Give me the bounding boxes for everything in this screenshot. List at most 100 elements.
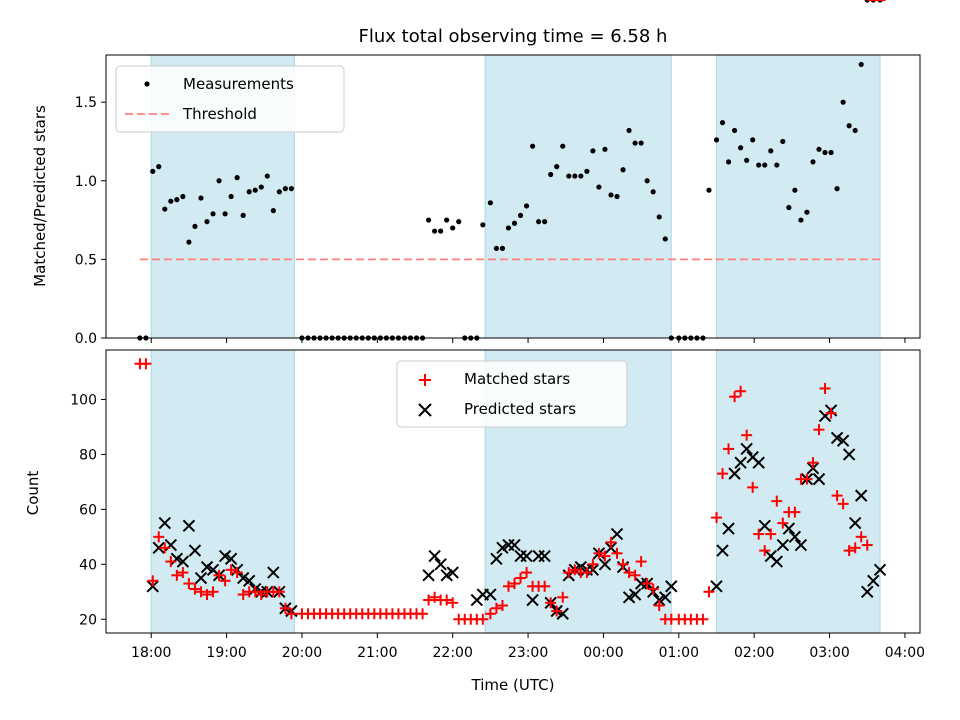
measurement-point	[234, 175, 240, 181]
measurement-point	[578, 173, 584, 179]
ratio-panel: 0.0 0.5 1.0 1.5 Flux total observing time =…	[31, 0, 921, 347]
measurement-point	[222, 211, 228, 217]
measurement-point	[210, 211, 216, 217]
matched-star-point	[697, 613, 709, 625]
measurement-point	[596, 184, 602, 190]
measurement-point	[560, 143, 566, 149]
x-tick-label: 21:00	[357, 645, 397, 661]
predicted-star-point	[218, 549, 232, 563]
measurement-point	[168, 198, 174, 204]
matched-star-point	[741, 429, 753, 441]
predicted-star-point	[830, 431, 844, 445]
matched-star-point	[801, 473, 813, 485]
measurement-point	[511, 220, 518, 226]
predicted-star-point	[842, 448, 856, 461]
predicted-star-point	[782, 522, 796, 535]
measurement-point	[744, 157, 750, 163]
measurement-point	[432, 228, 438, 234]
predicted-star-point	[224, 552, 238, 566]
measurement-point	[608, 192, 614, 198]
predicted-star-point	[598, 558, 612, 571]
measurement-point	[276, 189, 282, 195]
matched-star-point	[635, 556, 647, 568]
count-panel: 20 40 60 80 100 18:00 19:00 20:00 21:00 22:00 23:…	[24, 0, 925, 694]
matched-star-point	[201, 589, 213, 601]
predicted-star-point	[812, 472, 826, 486]
measurement-point	[240, 212, 246, 218]
predicted-star-point	[622, 591, 636, 604]
matched-star-point	[647, 583, 659, 595]
matched-star-point	[273, 586, 285, 598]
matched-star-point	[521, 567, 533, 579]
matched-star-point	[855, 531, 867, 543]
predicted-star-point	[242, 574, 256, 588]
matched-star-point	[429, 591, 441, 603]
measurement-point	[174, 197, 180, 203]
measurement-point	[786, 204, 792, 211]
measurement-point	[264, 173, 270, 179]
x-axis-label: Time (UTC)	[471, 676, 555, 694]
measurement-point	[554, 164, 560, 170]
measurement-point	[572, 173, 578, 179]
measurement-point	[822, 149, 828, 156]
top-y-axis-label: Matched/Predicted stars	[31, 105, 49, 287]
measurement-point	[846, 123, 852, 129]
y-tick-label: 100	[70, 392, 97, 408]
matched-star-point	[147, 575, 159, 587]
matched-star-point	[807, 457, 819, 469]
matched-star-point	[825, 407, 837, 419]
matched-star-point	[717, 468, 729, 480]
predicted-star-point	[610, 527, 624, 541]
matched-star-point	[502, 580, 514, 592]
measurement-point	[162, 206, 168, 212]
measurement-point	[450, 225, 456, 231]
measurement-point	[523, 203, 530, 209]
measurement-point	[505, 225, 512, 231]
measurement-point	[614, 193, 620, 200]
measurement-point	[762, 162, 768, 168]
bottom-x-ticks: 18:00 19:00 20:00 21:00 22:00 23:00 00:00 01:00…	[131, 633, 925, 661]
measurement-point	[156, 164, 162, 170]
measurement-point	[792, 187, 798, 193]
bottom-observing-windows	[150, 349, 881, 634]
matched-star-point	[819, 382, 831, 394]
matched-star-point	[225, 564, 237, 576]
matched-star-point	[729, 391, 741, 403]
matched-star-point	[484, 608, 496, 620]
measurement-point	[438, 228, 444, 234]
matched-star-point	[777, 517, 789, 529]
matched-star-point	[153, 531, 165, 543]
matched-star-point	[237, 589, 249, 601]
predicted-star-point	[758, 519, 771, 533]
x-tick-label: 23:00	[508, 645, 548, 661]
top-axes-frame	[105, 54, 921, 339]
measurement-point	[444, 217, 450, 223]
measurement-point	[662, 236, 668, 242]
measurement-point	[252, 187, 258, 193]
x-tick-label: 01:00	[659, 645, 699, 661]
bottom-y-ticks: 20 40 60 80 100	[70, 392, 106, 628]
predicted-star-point	[752, 456, 765, 469]
x-tick-label: 19:00	[206, 645, 246, 661]
predicted-star-point	[788, 530, 802, 544]
predicted-star-point	[434, 558, 447, 571]
matched-star-point	[551, 605, 563, 617]
measurement-point	[828, 149, 834, 156]
matched-star-point	[569, 564, 581, 576]
measurement-point	[542, 219, 548, 225]
matched-star-point	[581, 567, 593, 579]
matched-star-point	[515, 572, 527, 584]
measurement-point	[620, 167, 626, 173]
measurement-point	[216, 178, 222, 184]
measurement-point	[517, 212, 524, 218]
predicted-star-point	[520, 549, 533, 563]
matched-star-point	[831, 490, 843, 502]
predicted-star-point	[496, 541, 509, 555]
legend-matched-label: Matched stars	[464, 370, 570, 388]
matched-star-point	[735, 385, 747, 397]
matched-star-point	[723, 443, 735, 455]
observing-window-1	[150, 349, 295, 634]
matched-star-point	[249, 586, 261, 598]
matched-star-point	[653, 600, 665, 612]
